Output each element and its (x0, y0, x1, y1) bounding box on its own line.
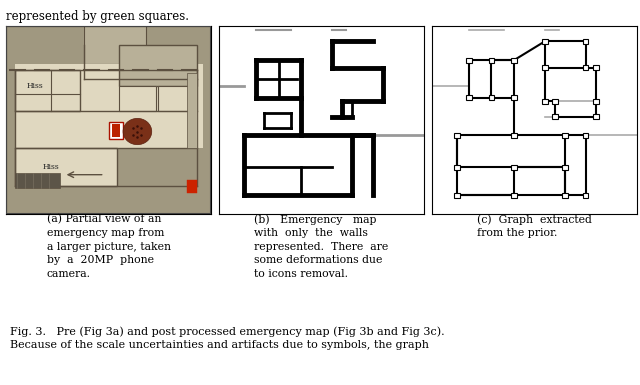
Bar (15, 70, 80, 111)
Bar (542, 65, 548, 70)
Bar (552, 114, 558, 119)
Bar (119, 87, 156, 111)
Bar (583, 39, 589, 44)
Bar (511, 193, 517, 198)
Bar (454, 164, 460, 170)
Text: (c)  Graph  extracted
from the prior.: (c) Graph extracted from the prior. (477, 214, 592, 238)
Bar (112, 124, 120, 137)
Bar (84, 27, 145, 64)
Bar (542, 39, 548, 44)
Bar (186, 180, 196, 193)
Text: Fig. 3.   Pre (Fig 3a) and post processed emergency map (Fig 3b and Fig 3c).
Bec: Fig. 3. Pre (Fig 3a) and post processed … (10, 326, 444, 350)
Bar (454, 133, 460, 138)
Text: represented by green squares.: represented by green squares. (6, 10, 189, 23)
Bar (488, 58, 494, 63)
Bar (15, 64, 203, 149)
Bar (454, 193, 460, 198)
Bar (15, 149, 117, 186)
Circle shape (123, 119, 152, 145)
Bar (119, 45, 196, 87)
Bar (542, 99, 548, 104)
Text: Hiss: Hiss (43, 163, 60, 171)
Bar (15, 111, 203, 149)
Bar (593, 99, 599, 104)
Bar (186, 74, 196, 149)
Text: Hiss: Hiss (27, 82, 44, 90)
Bar (488, 95, 494, 100)
Bar (552, 99, 558, 104)
Bar (583, 193, 589, 198)
Bar (593, 65, 599, 70)
Bar (15, 173, 60, 188)
Bar (563, 133, 568, 138)
Bar (511, 58, 517, 63)
Bar (563, 164, 568, 170)
Bar (511, 133, 517, 138)
Bar (466, 58, 472, 63)
Bar (593, 114, 599, 119)
Bar (511, 164, 517, 170)
Bar (6, 27, 84, 68)
Text: (a) Partial view of an
emergency map from
a larger picture, taken
by  a  20MP  p: (a) Partial view of an emergency map fro… (47, 214, 171, 279)
Bar (6, 27, 211, 79)
Bar (583, 133, 589, 138)
Bar (109, 122, 123, 139)
Bar (511, 95, 517, 100)
Bar (583, 65, 589, 70)
Bar (158, 87, 196, 111)
Bar (563, 193, 568, 198)
Bar (466, 95, 472, 100)
Text: (b)   Emergency   map
with  only  the  walls
represented.  There  are
some defor: (b) Emergency map with only the walls re… (255, 214, 388, 279)
